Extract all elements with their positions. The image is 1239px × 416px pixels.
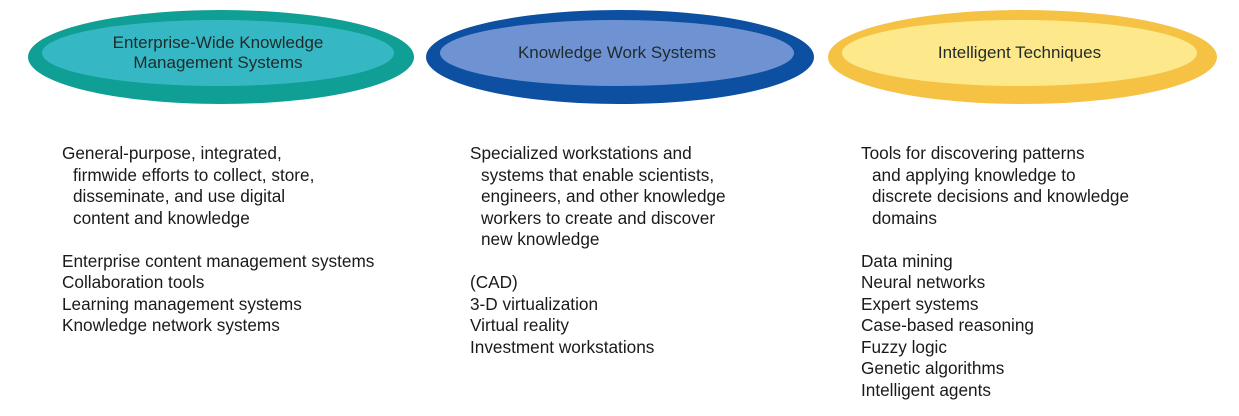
column-description: Tools for discovering patterns and apply… (861, 143, 1221, 229)
header-title-line: Management Systems (133, 53, 303, 72)
description-line: Tools for discovering patterns (861, 143, 1085, 163)
description-line: new knowledge (481, 229, 600, 249)
column-description: Specialized workstations and systems tha… (470, 143, 810, 251)
header-label: Enterprise-Wide Knowledge Management Sys… (42, 20, 394, 86)
header-label: Knowledge Work Systems (440, 20, 794, 86)
description-line: content and knowledge (73, 207, 250, 228)
list-item: Knowledge network systems (62, 315, 280, 335)
header-title-line: Intelligent Techniques (937, 43, 1102, 62)
description-line: domains (872, 207, 937, 228)
list-item: Data mining (861, 250, 953, 271)
description-line: disseminate, and use digital (73, 186, 286, 206)
list-item: 3-D virtualization (470, 293, 598, 314)
knowledge-work-systems-header: Knowledge Work Systems (426, 10, 814, 104)
list-item: Case-based reasoning (861, 315, 1034, 335)
description-line: discrete decisions and knowledge (872, 186, 1130, 206)
header-label: Intelligent Techniques (842, 20, 1197, 86)
description-line: Specialized workstations and (470, 143, 692, 163)
description-line: General-purpose, integrated, (62, 143, 282, 163)
list-item: Expert systems (861, 293, 979, 314)
enterprise-knowledge-column: General-purpose, integrated, firmwide ef… (62, 143, 442, 337)
column-description: General-purpose, integrated, firmwide ef… (62, 143, 442, 229)
list-item: Neural networks (861, 272, 986, 292)
list-item: (CAD) (470, 272, 518, 292)
knowledge-work-systems-column: Specialized workstations and systems tha… (470, 143, 810, 358)
list-item: Collaboration tools (62, 272, 205, 292)
description-line: and applying knowledge to (872, 164, 1076, 185)
column-item-list: Data mining Neural networks Expert syste… (861, 251, 1221, 402)
column-item-list: Enterprise content management systems Co… (62, 251, 442, 337)
list-item: Enterprise content management systems (62, 250, 375, 271)
list-item: Virtual reality (470, 315, 570, 335)
description-line: engineers, and other knowledge (481, 186, 726, 206)
list-item: Investment workstations (470, 336, 655, 357)
list-item: Fuzzy logic (861, 336, 947, 357)
list-item: Genetic algorithms (861, 358, 1005, 378)
enterprise-knowledge-management-header: Enterprise-Wide Knowledge Management Sys… (28, 10, 414, 104)
header-title-line: Enterprise-Wide Knowledge (112, 33, 324, 52)
intelligent-techniques-column: Tools for discovering patterns and apply… (861, 143, 1221, 401)
list-item: Intelligent agents (861, 379, 991, 400)
column-item-list: (CAD) 3-D virtualization Virtual reality… (470, 272, 810, 358)
intelligent-techniques-header: Intelligent Techniques (828, 10, 1217, 104)
description-line: firmwide efforts to collect, store, (73, 164, 315, 185)
list-item: Learning management systems (62, 293, 302, 314)
description-line: systems that enable scientists, (481, 164, 715, 185)
description-line: workers to create and discover (481, 207, 716, 228)
header-title-line: Knowledge Work Systems (517, 43, 717, 62)
